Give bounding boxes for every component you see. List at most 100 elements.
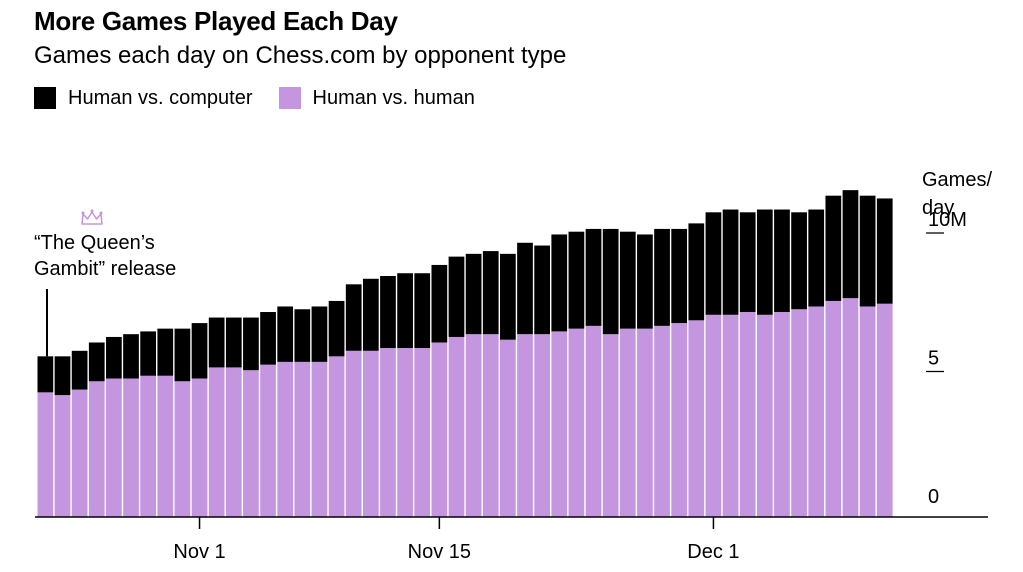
bar-computer [671,228,688,324]
bar-computer [294,309,311,362]
bar-computer [431,264,448,343]
bar-computer [311,306,328,362]
bar-human [808,306,825,517]
bar-computer [191,323,208,379]
bar-human [345,350,362,517]
bar-computer [243,317,259,371]
bar-human [517,334,533,517]
bar-computer [123,334,139,379]
bar-human [654,325,670,517]
bar-computer [482,251,499,335]
bar-human [311,361,328,517]
bar-human [602,334,619,517]
bar-human [500,339,516,517]
bar-human [534,334,550,517]
bar-human [551,331,568,517]
bar-computer [448,256,465,337]
chart-subtitle: Games each day on Chess.com by opponent … [34,42,567,69]
bar-human [825,300,842,517]
bar-computer [859,195,876,307]
bar-computer [71,350,88,390]
bar-human [328,356,345,517]
bar-computer [208,317,225,368]
bar-computer [277,306,294,362]
bar-computer [517,242,533,335]
legend-label-computer: Human vs. computer [68,86,253,109]
bar-human [619,328,636,517]
bar-computer [345,284,362,351]
x-tick-label: Dec 1 [687,541,739,563]
x-tick-label: Nov 15 [408,541,471,563]
bar-human [294,361,311,517]
legend-item-computer: Human vs. computer [34,87,253,110]
bar-human [88,381,105,517]
y-tick-label: 5 [928,348,939,370]
chart-title: More Games Played Each Day [34,6,398,36]
bar-computer [756,209,773,315]
bar-computer [157,328,174,376]
bar-human [414,348,431,517]
x-tick-label: Nov 1 [173,541,225,563]
bar-computer [362,278,379,351]
bar-computer [637,234,653,329]
annotation-line-2: Gambit” release [34,258,177,280]
bar-human [397,348,413,517]
bar-human [380,348,396,517]
bar-human [705,314,722,517]
bar-computer [37,356,54,393]
bar-computer [380,276,396,349]
bar-computer [825,195,842,301]
bar-human [431,342,448,517]
bar-human [585,325,602,517]
release-annotation: “The Queen’s Gambit” release [34,230,176,282]
bar-human [568,328,585,517]
bar-human [859,306,876,517]
y-tick-label: 0 [928,486,939,508]
bar-computer [739,212,756,313]
crown-icon-dot [81,211,85,215]
bar-computer [534,245,550,335]
legend: Human vs. computer Human vs. human [34,86,501,110]
bar-computer [414,273,431,349]
bar-human [774,312,790,517]
legend-label-human: Human vs. human [312,86,475,109]
bar-human [260,364,276,517]
bar-human [448,336,465,517]
bar-computer [791,212,807,310]
bar-human [71,389,88,517]
bar-computer [260,312,276,365]
bar-computer [654,228,670,326]
bar-computer [225,317,242,368]
bar-human [174,381,191,517]
bar-computer [88,342,105,382]
bar-human [106,378,122,517]
bar-computer [842,190,859,299]
bar-computer [705,212,722,315]
bar-computer [140,331,157,376]
bar-computer [54,356,71,396]
bar-human [362,350,379,517]
bar-computer [397,273,413,349]
legend-swatch-human [278,87,301,109]
crown-icon-dot [99,211,103,215]
crown-icon-dot [90,209,94,213]
bar-computer [500,253,516,340]
bar-human [37,392,54,517]
bar-human [208,367,225,517]
annotation-line-1: “The Queen’s [34,232,155,254]
bar-computer [722,209,739,315]
bar-computer [174,328,191,382]
bar-computer [808,209,825,307]
bar-computer [465,253,482,335]
legend-swatch-computer [34,87,56,109]
bar-human [243,370,259,517]
bar-computer [619,231,636,329]
bar-human [157,375,174,517]
bar-computer [568,231,585,329]
bar-human [842,298,859,517]
bar-human [140,375,157,517]
bar-human [671,323,688,517]
bar-human [688,320,705,517]
bar-human [482,334,499,517]
